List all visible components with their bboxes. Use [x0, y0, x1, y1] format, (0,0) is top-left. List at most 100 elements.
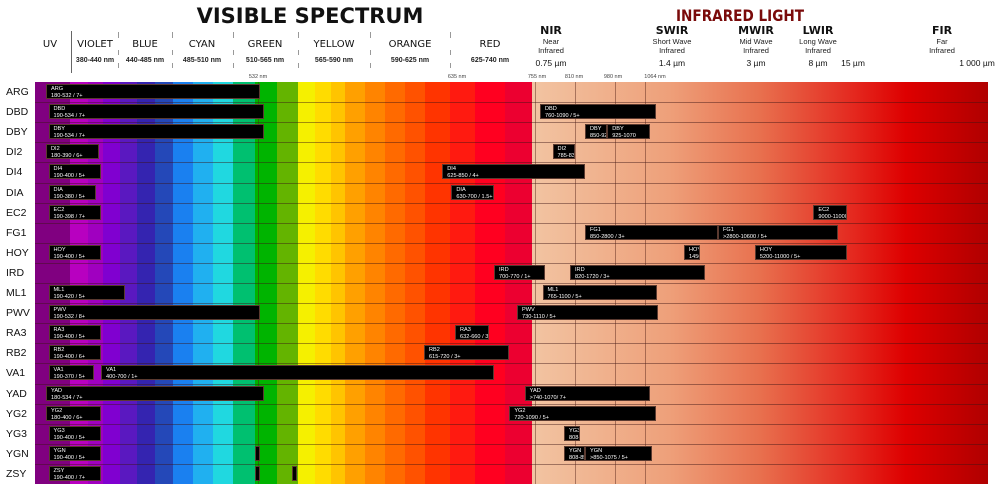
- bar-code: DI2: [51, 146, 60, 153]
- bar-range-text: 765-1100 / 5+: [547, 294, 582, 300]
- band-divider: [172, 32, 173, 38]
- bar-code: PWV: [522, 307, 535, 314]
- bar-range-text: 5200-11000 / 5+: [759, 253, 801, 260]
- bar-range-text: 190-400 / 5+: [53, 173, 86, 180]
- ir-band-desc: Infrared: [743, 46, 769, 55]
- band-divider: [172, 63, 173, 68]
- row-divider: [35, 343, 988, 344]
- bar-range-text: 180-390 / 6+: [51, 153, 83, 160]
- ir-band-wavelength: 1 000 µm: [959, 58, 995, 68]
- wavelength-gridline: [258, 82, 259, 484]
- row-divider: [35, 444, 988, 445]
- row-label-va1: VA1: [6, 367, 26, 380]
- bar-range-text: 180-532 / 7+: [51, 93, 83, 99]
- bar-range-text: 190-398 / 7+: [53, 213, 86, 220]
- row-label-ra3: RA3: [6, 327, 27, 340]
- ir-band-fir: FIR: [931, 24, 953, 37]
- bar-code: ARG: [51, 86, 64, 92]
- ir-band-desc: Infrared: [659, 46, 685, 55]
- range-bar: [291, 465, 297, 481]
- bar-range-text: 190-534 / 7+: [53, 113, 86, 120]
- bar-code: FG1: [723, 226, 734, 233]
- band-divider: [450, 50, 451, 55]
- bar-code: ML1: [547, 287, 559, 293]
- row-label-yad: YAD: [6, 387, 27, 400]
- bar-code: RA3: [460, 327, 471, 334]
- bar-code: RB2: [53, 347, 65, 354]
- range-bar: PWV 730-1110 / 5+: [517, 305, 658, 321]
- bar-code: YAD: [529, 387, 541, 394]
- band-divider: [118, 63, 119, 68]
- row-divider: [35, 162, 988, 163]
- bar-range-text: 615-720 / 3+: [429, 354, 461, 361]
- row-label-yg2: YG2: [6, 407, 28, 420]
- band-divider: [298, 32, 299, 38]
- range-bar: ML1 190-420 / 5+: [48, 285, 126, 301]
- band-range: 565-590 nm: [314, 57, 354, 64]
- bar-code: DBD: [545, 106, 557, 113]
- row-label-ygn: YGN: [6, 447, 29, 460]
- row-label-dbd: DBD: [6, 106, 29, 119]
- ir-band-lwir: LWIR: [802, 24, 834, 37]
- row-label-hoy: HOY: [6, 246, 29, 259]
- bar-code: DBD: [53, 106, 66, 113]
- range-bar: YG3 190-400 / 5+: [48, 425, 101, 441]
- range-bar: HOY1450-1650 / 2+: [684, 244, 700, 260]
- range-bar: ZSY 190-400 / 7+: [48, 465, 101, 481]
- range-bar: ARG 180-532 / 7+: [46, 84, 260, 100]
- visible-spectrum-strip: [35, 82, 532, 484]
- range-bar: HOY 190-400 / 5+: [48, 244, 101, 260]
- bar-code: YGN: [590, 447, 603, 454]
- band-green: GREEN: [247, 39, 283, 50]
- bar-range-text: >740-1070/ 7+: [529, 394, 567, 401]
- row-divider: [35, 223, 988, 224]
- row-label-ird: IRD: [6, 266, 25, 279]
- range-bar: DI2 180-390 / 6+: [46, 144, 99, 160]
- band-cyan: CYAN: [188, 39, 216, 50]
- wavelength-tick-label: 755 nm: [527, 74, 547, 80]
- bar-code: EC2: [818, 206, 830, 213]
- bar-range-text: 820-1720 / 3+: [575, 273, 610, 280]
- bar-code: EC2: [53, 206, 65, 213]
- range-bar: EC2 190-398 / 7+: [48, 204, 101, 220]
- range-bar: YAD 180-534 / 7+: [46, 385, 264, 401]
- row-label-yg3: YG3: [6, 427, 28, 440]
- bar-code: YG2: [514, 407, 526, 414]
- bar-code: YGN: [569, 447, 582, 454]
- band-divider: [118, 32, 119, 38]
- ir-band-desc: Infrared: [929, 46, 955, 55]
- range-bar: IRD 820-1720 / 3+: [570, 264, 705, 280]
- range-bar: FG1 >2800-10600 / 5+: [718, 224, 838, 240]
- row-divider: [35, 243, 988, 244]
- bar-code: DBY: [53, 126, 66, 133]
- wavelength-tick-label: 635 nm: [447, 74, 467, 80]
- bar-range-text: 808-850 / 4+: [569, 454, 584, 461]
- row-label-ec2: EC2: [6, 206, 27, 219]
- row-label-ml1: ML1: [6, 287, 27, 299]
- band-divider: [370, 50, 371, 55]
- range-bar: DIA 190-380 / 5+: [48, 184, 96, 200]
- band-divider: [450, 63, 451, 68]
- wavelength-gridline: [615, 82, 616, 484]
- bar-code: RB2: [429, 347, 440, 354]
- infrared-light-title: INFRARED LIGHT: [675, 6, 805, 25]
- bar-range-text: 850-925 / 5+: [590, 133, 608, 140]
- row-divider: [35, 203, 988, 204]
- range-bar: YG2 720-1090 / 5+: [509, 405, 656, 421]
- wavelength-gridline: [645, 82, 646, 484]
- range-bar: DI4 625-850 / 4+: [442, 164, 585, 180]
- bar-code: IRD: [499, 266, 509, 273]
- row-label-pwv: PWV: [6, 307, 30, 320]
- ir-band-mwir: MWIR: [738, 24, 774, 37]
- ir-band-wavelength: 15 µm: [841, 58, 865, 68]
- bar-code: DI4: [53, 166, 63, 173]
- band-divider: [118, 50, 119, 55]
- range-bar: VA1 400-700 / 1+: [101, 365, 494, 381]
- row-divider: [35, 464, 988, 465]
- row-divider: [35, 183, 988, 184]
- range-bar: YGN 190-400 / 5+: [48, 445, 101, 461]
- bar-range-text: 190-370 / 5+: [53, 374, 86, 381]
